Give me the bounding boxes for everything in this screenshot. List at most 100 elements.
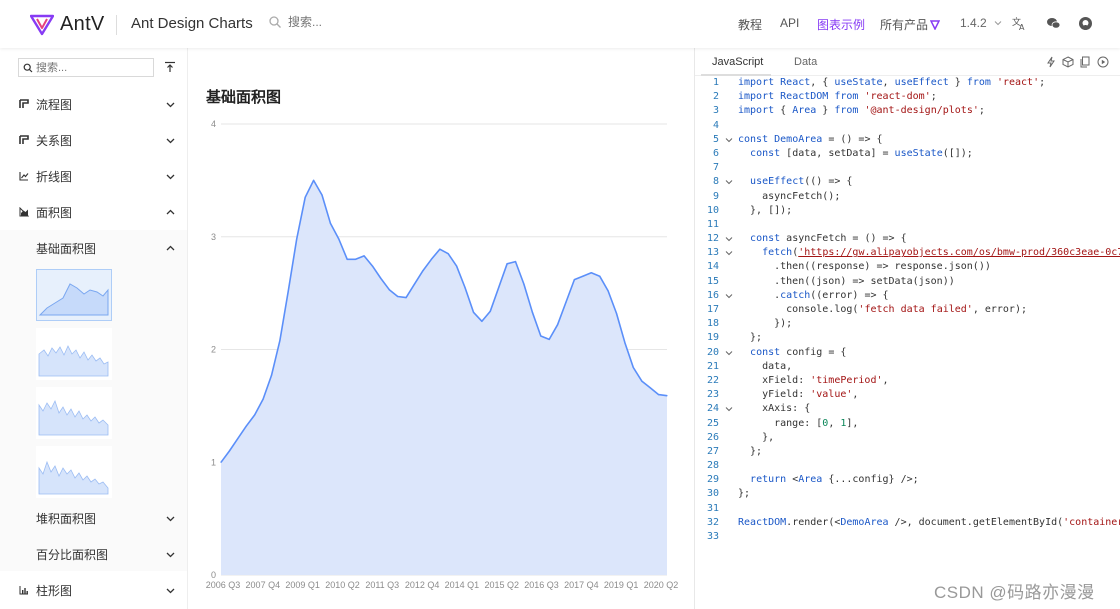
data-point: [439, 248, 441, 250]
nav-examples[interactable]: 图表示例: [817, 18, 866, 32]
code-line: 11: [695, 218, 1120, 232]
data-point: [641, 380, 643, 382]
site-name[interactable]: Ant Design Charts: [131, 15, 253, 32]
x-tick-label: 2015 Q2: [484, 580, 519, 590]
code-text: };: [738, 488, 751, 500]
fold-chevron-icon[interactable]: [725, 136, 733, 144]
data-point: [380, 277, 382, 280]
header-search-input[interactable]: [288, 15, 408, 29]
code-line: 24 xAxis: {: [695, 402, 1120, 416]
github-icon[interactable]: [1078, 16, 1093, 31]
lightning-icon[interactable]: [1045, 56, 1057, 68]
play-icon[interactable]: [1097, 56, 1109, 68]
code-line: 16 .catch((error) => {: [695, 289, 1120, 303]
svg-text:A: A: [1019, 23, 1025, 31]
data-point: [582, 275, 584, 277]
data-point: [666, 395, 668, 397]
code-line: 1 import React, { useState, useEffect } f…: [695, 76, 1120, 90]
copy-icon[interactable]: [1079, 56, 1091, 68]
sidebar-subitem-percent-area[interactable]: 百分比面积图: [0, 536, 187, 572]
area-chart: 0 1 2 3 4 2006 Q3 2007 Q4 2009 Q1 2010 Q2 2011 Q3…: [206, 119, 679, 590]
version-select[interactable]: 1.4.2: [960, 16, 1002, 30]
data-point: [540, 335, 542, 337]
data-point: [262, 398, 264, 400]
antv-logo[interactable]: AntV: [30, 13, 105, 36]
code-text: }, []);: [738, 204, 793, 216]
data-point: [397, 295, 399, 298]
example-thumbnail-area-3[interactable]: [36, 387, 112, 439]
chevron-down-icon: [166, 588, 175, 593]
translate-icon[interactable]: 文 A: [1012, 16, 1027, 31]
line-number: 32: [706, 516, 719, 528]
code-line: 6 const [data, setData] = useState([]);: [695, 147, 1120, 161]
fold-chevron-icon[interactable]: [725, 405, 733, 413]
code-text: yField: 'value',: [738, 389, 859, 401]
line-number: 29: [706, 474, 719, 486]
sidebar-item-relation[interactable]: 关系图: [0, 122, 187, 158]
fold-chevron-icon[interactable]: [725, 178, 733, 186]
nav-all-products[interactable]: 所有产品: [880, 16, 941, 33]
x-tick-label: 2014 Q1: [445, 580, 480, 590]
data-point: [338, 238, 340, 240]
tab-javascript[interactable]: JavaScript: [712, 56, 764, 68]
sidebar-subitem-basic-area[interactable]: 基础面积图: [0, 230, 187, 266]
code-text: },: [738, 431, 775, 443]
fold-chevron-icon[interactable]: [725, 249, 733, 257]
antv-triangle-icon: [930, 20, 941, 30]
area-chart-icon: [19, 207, 29, 217]
line-number: 5: [712, 133, 719, 145]
data-point: [405, 297, 407, 299]
sidebar-item-flowchart[interactable]: 流程图: [0, 86, 187, 122]
sidebar-subitem-label: 堆积面积图: [36, 511, 97, 526]
data-point: [607, 290, 609, 292]
sidebar-item-area[interactable]: 面积图: [0, 194, 187, 230]
data-point: [615, 312, 618, 314]
sidebar-item-column[interactable]: 柱形图: [0, 572, 187, 608]
line-number: 17: [706, 304, 719, 315]
collapse-all-icon[interactable]: [164, 61, 176, 73]
example-thumbnail-basic-area[interactable]: [36, 269, 112, 321]
wechat-icon[interactable]: [1046, 16, 1061, 31]
header-divider: [116, 15, 117, 35]
data-point: [228, 450, 230, 452]
codesandbox-icon[interactable]: [1062, 56, 1074, 68]
nav-tutorial[interactable]: 教程: [738, 18, 763, 32]
code-line: 5 const DemoArea = () => {: [695, 133, 1120, 147]
line-number: 10: [706, 204, 719, 216]
example-thumbnail-area-2[interactable]: [36, 328, 112, 380]
code-line: 19 };: [695, 331, 1120, 345]
data-point: [371, 265, 374, 267]
fold-chevron-icon[interactable]: [725, 349, 733, 357]
thumbnail-area-chart: [38, 283, 109, 316]
example-thumbnail-area-4[interactable]: [36, 446, 112, 498]
area-fill: [221, 180, 667, 575]
data-point: [447, 253, 449, 255]
code-text: useEffect(() => {: [750, 176, 853, 188]
sidebar-item-line[interactable]: 折线图: [0, 158, 187, 194]
line-number: 15: [706, 275, 719, 287]
code-line: 8 useEffect(() => {: [695, 175, 1120, 189]
data-point: [245, 425, 247, 427]
fold-chevron-icon[interactable]: [725, 235, 733, 243]
data-point: [287, 290, 289, 292]
line-number: 23: [706, 389, 719, 401]
code-text: };: [738, 332, 763, 344]
x-tick-label: 2017 Q4: [564, 580, 599, 590]
sidebar-search[interactable]: [18, 58, 154, 77]
code-line: 25 range: [0, 1],: [695, 417, 1120, 431]
code-line: 2 import ReactDOM from 'react-dom';: [695, 90, 1120, 104]
area-line: [220, 179, 668, 463]
fold-chevron-icon[interactable]: [725, 292, 733, 300]
data-point: [363, 255, 365, 257]
code-line: 7: [695, 161, 1120, 175]
code-tabs: JavaScript Data: [695, 48, 1120, 76]
sidebar-subitem-stacked-area[interactable]: 堆积面积图: [0, 500, 187, 536]
nav-api[interactable]: API: [780, 16, 800, 30]
code-text: .then((json) => setData(json)): [738, 275, 955, 287]
header-search[interactable]: [268, 15, 408, 29]
line-number: 1: [712, 77, 719, 88]
code-editor[interactable]: 1 import React, { useState, useEffect } f…: [695, 76, 1120, 544]
sidebar-search-input[interactable]: [36, 61, 146, 74]
code-text: xField: 'timePeriod',: [738, 374, 889, 386]
tab-data[interactable]: Data: [794, 56, 818, 68]
